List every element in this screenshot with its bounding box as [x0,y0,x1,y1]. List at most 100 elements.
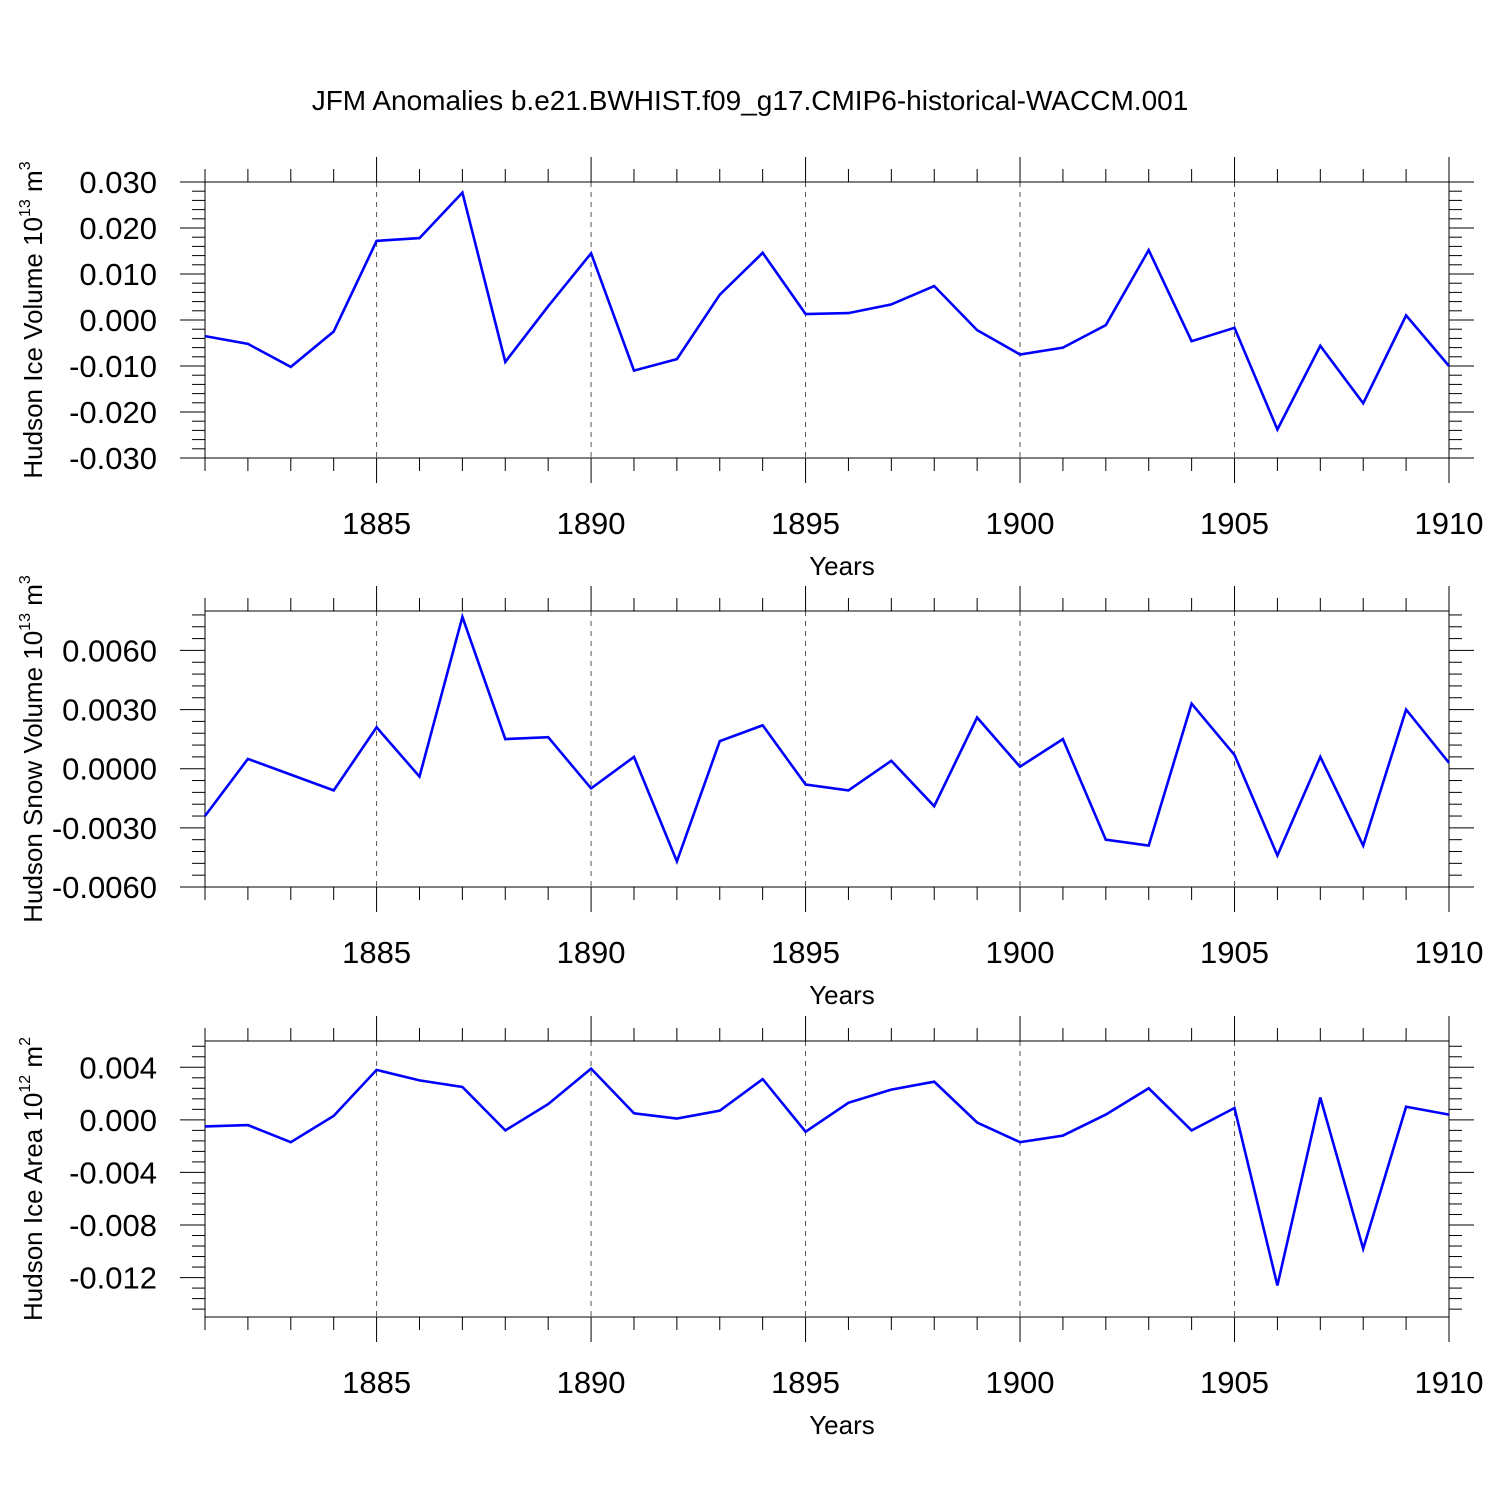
y-tick-label: 0.0060 [62,633,157,668]
y-tick-label: 0.030 [79,165,157,200]
y-axis-label-sup: 13 [17,199,34,217]
x-axis-label: Years [809,980,875,1010]
data-point [1147,844,1151,848]
plot-frame [204,610,1450,888]
data-point [1275,427,1279,431]
data-point [546,304,550,308]
y-tick-label: 0.004 [79,1050,157,1085]
x-tick-label: 1885 [342,935,411,970]
y-tick-label: -0.0030 [52,811,157,846]
y-tick-label: -0.020 [69,395,157,430]
y-axis-label-unit-sup: 3 [17,161,34,170]
data-point [1018,353,1022,357]
data-point [503,1128,507,1132]
data-point [1018,765,1022,769]
data-point [718,739,722,743]
y-axis-label-sup: 12 [17,1075,34,1093]
data-point [246,1123,250,1127]
data-point [1447,1113,1451,1117]
data-point [1018,1140,1022,1144]
data-point [203,334,207,338]
data-point [460,1085,464,1089]
x-tick-label: 1890 [557,935,626,970]
panel-3: 1885 1890 1895 1900 1905 1910 0.004 0.000 -0.004… [17,1016,1483,1440]
data-point [975,328,979,332]
data-point [1147,248,1151,252]
data-point [1447,364,1451,368]
data-point [1233,1106,1237,1110]
panel-2: 1885 1890 1895 1900 1905 1910 0.0060 0.0030 0.00… [17,575,1483,1010]
data-point [417,775,421,779]
data-point [1361,1247,1365,1251]
data-point [375,725,379,729]
data-point [804,782,808,786]
y-axis-label-unit-sup: 2 [17,1037,34,1046]
data-point [675,357,679,361]
y-axis-label-text: Hudson Ice Volume 10 [18,217,48,479]
x-tick-label: 1905 [1200,935,1269,970]
x-tick-label: 1895 [771,1365,840,1400]
y-tick-label: -0.010 [69,349,157,384]
data-point [203,1124,207,1128]
data-point [1061,1134,1065,1138]
data-point [1233,326,1237,330]
data-point [1318,344,1322,348]
x-axis-label: Years [809,551,875,581]
y-tick-label: -0.0060 [52,870,157,905]
data-point [1190,702,1194,706]
data-point [675,1117,679,1121]
y-tick-label: 0.000 [79,303,157,338]
data-point [289,773,293,777]
data-point [1361,401,1365,405]
data-point [889,302,893,306]
data-point [589,786,593,790]
data-point [1404,708,1408,712]
data-point [975,1120,979,1124]
y-axis-label-unit-sup: 3 [17,575,34,584]
y-axis-label: Hudson Ice Area 1012 m2 [17,1037,48,1321]
data-point [1404,313,1408,317]
y-axis-label-unit: m [18,1046,48,1075]
y-axis-label-text: Hudson Snow Volume 10 [18,631,48,923]
data-point [1275,853,1279,857]
data-point [246,757,250,761]
x-tick-label: 1910 [1415,506,1484,541]
data-point [632,1111,636,1115]
data-point [1318,755,1322,759]
data-point [1275,1283,1279,1287]
data-point [503,360,507,364]
data-point [1104,1113,1108,1117]
y-axis-label-unit: m [18,170,48,199]
data-point [846,788,850,792]
x-tick-label: 1890 [557,506,626,541]
x-tick-label: 1910 [1415,1365,1484,1400]
data-point [718,1109,722,1113]
panel-1: 1885 1890 1895 1900 1905 1910 0.030 0.020 0.010 0… [17,157,1483,581]
data-point [1061,346,1065,350]
data-point [1233,753,1237,757]
data-point [932,1080,936,1084]
y-tick-label: -0.012 [69,1261,157,1296]
data-point [375,1068,379,1072]
data-point [975,715,979,719]
data-point [889,759,893,763]
x-tick-label: 1885 [342,1365,411,1400]
data-point [761,251,765,255]
data-point [846,1101,850,1105]
data-point [632,369,636,373]
x-tick-label: 1905 [1200,506,1269,541]
data-point [417,236,421,240]
data-point [632,755,636,759]
data-point [332,1114,336,1118]
panels: 1885 1890 1895 1900 1905 1910 0.030 0.020 0.010 0… [17,157,1483,1440]
y-axis-label: Hudson Ice Volume 1013 m3 [17,161,48,478]
y-tick-label: -0.030 [69,441,157,476]
data-point [1104,323,1108,327]
data-point [589,1067,593,1071]
y-axis-label-sup: 13 [17,613,34,631]
data-point [1447,761,1451,765]
y-tick-label: 0.0030 [62,693,157,728]
x-tick-label: 1885 [342,506,411,541]
data-point [932,284,936,288]
